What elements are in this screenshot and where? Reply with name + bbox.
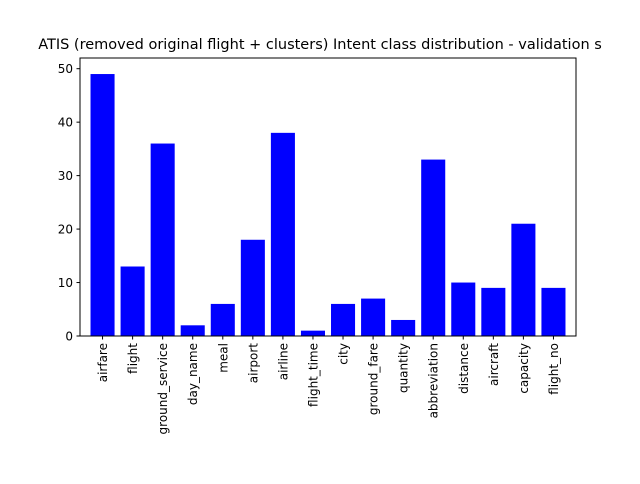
x-tick-label-distance: distance xyxy=(457,343,471,394)
bar-airport xyxy=(240,239,265,336)
x-tick-label-abbreviation: abbreviation xyxy=(427,343,441,418)
bars-layer xyxy=(90,74,566,336)
y-tick-label: 0 xyxy=(65,330,73,344)
x-tick-label-airport: airport xyxy=(246,343,260,384)
bar-airline xyxy=(270,132,295,336)
x-tick-label-airline: airline xyxy=(276,343,290,380)
bar-ground_service xyxy=(150,143,175,336)
bar-aircraft xyxy=(481,287,506,336)
x-tick-label-ground_fare: ground_fare xyxy=(367,343,381,415)
x-axis: airfare flight ground_service day_name meal a… xyxy=(96,336,561,434)
bar-abbreviation xyxy=(421,159,446,336)
bar-meal xyxy=(210,303,235,336)
x-tick-label-capacity: capacity xyxy=(517,343,531,394)
x-tick-label-flight_time: flight_time xyxy=(306,343,320,407)
y-tick-label: 40 xyxy=(58,116,73,130)
x-tick-label-quantity: quantity xyxy=(397,343,411,393)
x-tick-label-flight: flight xyxy=(126,343,140,374)
y-axis: 0 10 20 30 40 50 xyxy=(58,62,80,344)
x-tick-label-meal: meal xyxy=(216,343,230,373)
chart-title: ATIS (removed original flight + clusters… xyxy=(38,37,602,53)
y-tick-label: 50 xyxy=(58,62,73,76)
x-tick-label-aircraft: aircraft xyxy=(487,343,501,386)
y-tick-label: 10 xyxy=(58,276,73,290)
y-tick-label: 20 xyxy=(58,223,73,237)
y-tick-label: 30 xyxy=(58,169,73,183)
bar-day_name xyxy=(180,325,205,336)
bar-airfare xyxy=(90,74,115,336)
bar-distance xyxy=(451,282,476,336)
bar-ground_fare xyxy=(361,298,386,336)
x-tick-label-flight_no: flight_no xyxy=(547,343,561,395)
bar-flight_time xyxy=(300,330,325,336)
bar-city xyxy=(331,303,356,336)
bar-capacity xyxy=(511,223,536,336)
x-tick-label-airfare: airfare xyxy=(96,343,110,382)
plot-frame xyxy=(79,57,577,337)
x-tick-label-day_name: day_name xyxy=(186,343,200,405)
bar-flight xyxy=(120,266,145,336)
bar-flight_no xyxy=(541,287,566,336)
x-tick-label-ground_service: ground_service xyxy=(156,343,170,434)
x-tick-label-city: city xyxy=(337,343,351,365)
bar-quantity xyxy=(391,319,416,336)
